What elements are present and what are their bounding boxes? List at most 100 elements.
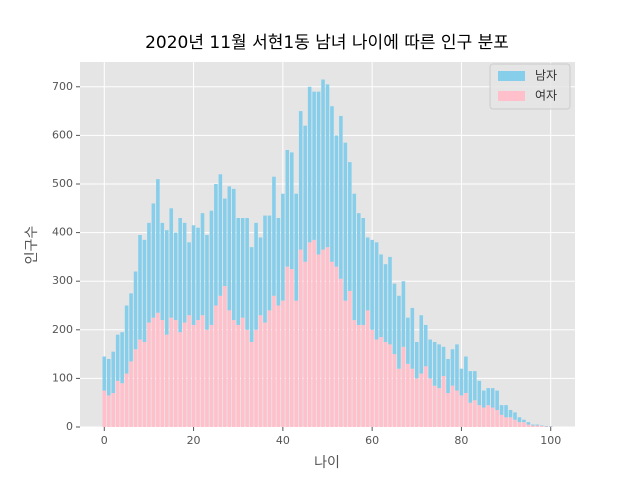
bar: [173, 320, 178, 427]
bar: [106, 358, 111, 396]
bar: [160, 222, 165, 321]
bar: [356, 213, 361, 325]
bar: [200, 315, 205, 427]
y-tick-label: 200: [52, 323, 73, 336]
bar: [446, 392, 450, 427]
bar: [374, 242, 379, 340]
bar: [526, 424, 531, 427]
bar: [258, 237, 263, 316]
bar: [352, 320, 357, 427]
bar: [151, 203, 156, 318]
bar: [477, 380, 482, 406]
bar: [468, 402, 473, 427]
y-tick-label: 600: [52, 128, 73, 141]
bar: [361, 218, 365, 325]
bar: [388, 256, 392, 345]
bar: [290, 269, 294, 427]
bar: [321, 79, 325, 250]
y-tick-label: 300: [52, 274, 73, 287]
bar: [513, 419, 517, 427]
bar: [254, 222, 258, 330]
x-axis-label: 나이: [314, 455, 340, 471]
bar: [298, 249, 303, 427]
y-tick-label: 100: [52, 371, 73, 384]
bar: [214, 305, 218, 427]
bar: [401, 346, 406, 427]
bar: [231, 188, 236, 321]
bar: [450, 385, 455, 427]
bar: [365, 310, 370, 427]
bar: [370, 239, 374, 330]
bar: [406, 317, 410, 364]
bar: [254, 329, 258, 427]
bar: [330, 261, 334, 427]
legend-swatch: [498, 71, 525, 81]
bar: [290, 152, 294, 270]
bar: [223, 198, 227, 287]
bar: [272, 176, 276, 296]
bar: [178, 218, 182, 333]
x-tick-label: 0: [101, 434, 108, 447]
bar: [312, 91, 316, 240]
bar: [459, 368, 464, 396]
bar: [374, 339, 379, 427]
bar: [406, 363, 410, 427]
bar: [267, 215, 272, 311]
bar: [441, 375, 446, 427]
bar: [120, 383, 124, 427]
bar: [129, 361, 133, 427]
bar: [173, 232, 178, 321]
bar: [481, 390, 486, 408]
bar: [307, 86, 312, 243]
bar: [343, 142, 348, 301]
legend-swatch: [498, 91, 525, 101]
bar: [473, 371, 477, 401]
bar: [151, 317, 156, 427]
y-tick-label: 400: [52, 226, 73, 239]
bar: [218, 295, 223, 427]
bar: [495, 409, 499, 427]
bar: [316, 91, 321, 255]
bar: [307, 242, 312, 427]
bar: [361, 324, 365, 427]
bar: [508, 409, 513, 418]
bar: [535, 425, 540, 427]
bar: [392, 283, 397, 355]
bar: [245, 329, 249, 427]
bar: [383, 264, 388, 342]
chart-title: 2020년 11월 서현1동 남녀 나이에 따른 인구 분포: [145, 33, 509, 53]
bar: [526, 422, 531, 425]
bar: [142, 341, 147, 427]
bar: [531, 424, 535, 426]
bar: [138, 235, 142, 340]
bar: [165, 230, 169, 335]
bar: [156, 179, 160, 313]
bar: [356, 324, 361, 427]
bar: [147, 222, 151, 323]
bar: [120, 332, 124, 384]
bar: [486, 405, 490, 427]
bar: [285, 149, 290, 267]
bar: [473, 400, 477, 427]
bar: [111, 351, 115, 393]
bar: [330, 106, 334, 262]
bar: [227, 186, 232, 311]
x-tick-label: 80: [454, 434, 468, 447]
bar: [281, 300, 285, 427]
bar: [410, 307, 415, 369]
bar: [499, 405, 504, 415]
bar: [236, 218, 240, 325]
bar: [490, 388, 495, 408]
bar: [258, 315, 263, 427]
bar: [441, 346, 446, 376]
bar: [540, 426, 544, 427]
bar: [455, 344, 459, 391]
bar: [499, 414, 504, 427]
bar: [218, 174, 223, 296]
bar: [227, 310, 232, 427]
bar: [124, 305, 129, 374]
bar: [156, 312, 160, 427]
bar: [182, 222, 187, 323]
bar: [517, 422, 522, 427]
bar: [294, 193, 299, 301]
